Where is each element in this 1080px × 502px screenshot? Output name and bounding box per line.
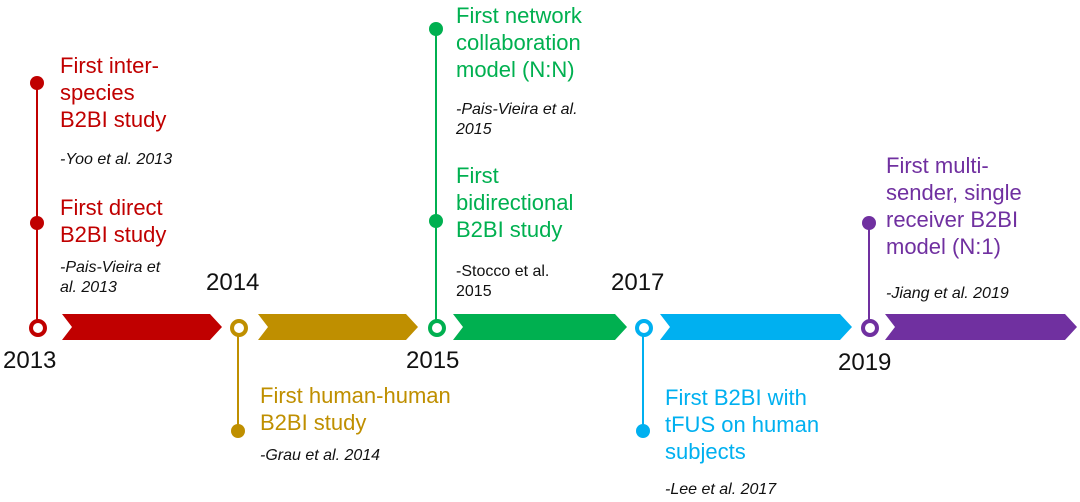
event-dot-direct bbox=[30, 216, 44, 230]
event-citation-multisender: -Jiang et al. 2019 bbox=[886, 285, 1009, 302]
event-citation-bidirectional: -Stocco et al. 2015 bbox=[456, 263, 550, 300]
event-dot-human-human bbox=[231, 424, 245, 438]
event-dot-network bbox=[429, 22, 443, 36]
event-title-tfus: First B2BI with tFUS on human subjects bbox=[665, 385, 820, 464]
stem-2014 bbox=[237, 330, 239, 430]
year-label-2013: 2013 bbox=[3, 347, 57, 374]
timeline-arrow-2014 bbox=[258, 314, 418, 340]
stem-2017 bbox=[642, 330, 644, 430]
timeline-arrow-2017 bbox=[660, 314, 852, 340]
event-citation-human-human: -Grau et al. 2014 bbox=[260, 447, 381, 464]
event-title-network: First network collaboration model (N:N) bbox=[456, 3, 582, 82]
event-citation-direct: -Pais-Vieira et al. 2013 bbox=[60, 259, 161, 296]
year-label-2014: 2014 bbox=[206, 269, 260, 296]
year-marker-2015 bbox=[428, 319, 446, 337]
timeline-arrow-2019 bbox=[885, 314, 1077, 340]
year-marker-2019 bbox=[861, 319, 879, 337]
event-title-multisender: First multi- sender, single receiver B2B… bbox=[886, 153, 1022, 259]
year-marker-2017 bbox=[635, 319, 653, 337]
year-marker-2013 bbox=[29, 319, 47, 337]
stem-2013 bbox=[36, 84, 38, 324]
event-dot-bidirectional bbox=[429, 214, 443, 228]
timeline-arrow-2013 bbox=[62, 314, 222, 340]
event-citation-tfus: -Lee et al. 2017 bbox=[665, 481, 777, 498]
year-marker-2014 bbox=[230, 319, 248, 337]
stem-2015 bbox=[435, 30, 437, 324]
event-dot-interspecies bbox=[30, 76, 44, 90]
event-title-interspecies: First inter- species B2BI study bbox=[60, 53, 167, 132]
year-label-2015: 2015 bbox=[406, 347, 460, 374]
stem-2019 bbox=[868, 228, 870, 324]
event-dot-multisender bbox=[862, 216, 876, 230]
event-title-direct: First direct B2BI study bbox=[60, 195, 167, 247]
event-title-human-human: First human-human B2BI study bbox=[260, 383, 451, 435]
event-title-bidirectional: First bidirectional B2BI study bbox=[456, 163, 574, 242]
event-citation-network: -Pais-Vieira et al. 2015 bbox=[456, 101, 578, 138]
event-dot-tfus bbox=[636, 424, 650, 438]
event-citation-interspecies: -Yoo et al. 2013 bbox=[60, 151, 173, 168]
timeline-arrow-2015 bbox=[453, 314, 627, 340]
year-label-2019: 2019 bbox=[838, 349, 892, 376]
year-label-2017: 2017 bbox=[611, 269, 665, 296]
